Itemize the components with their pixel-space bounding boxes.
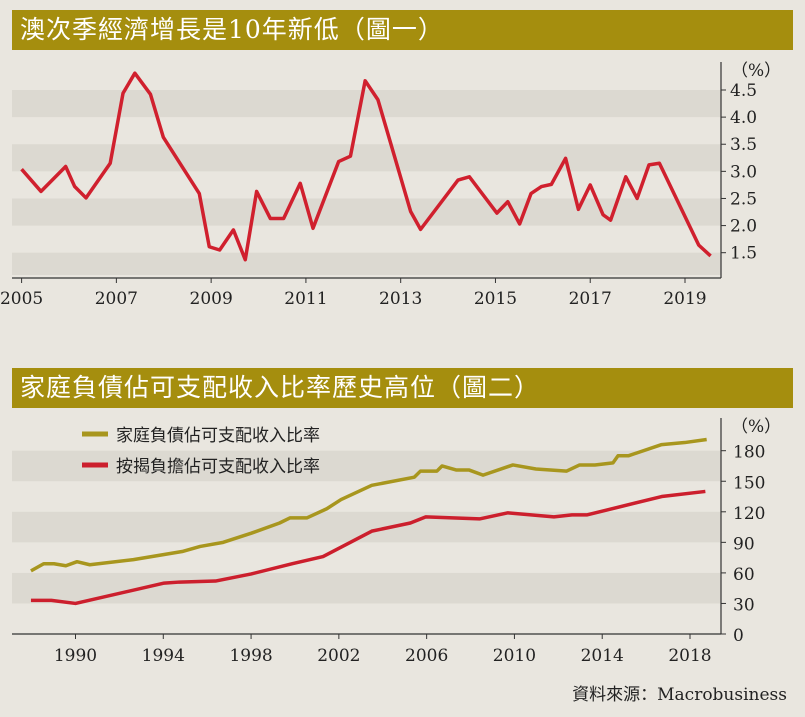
y-tick-label: 30 [733, 595, 755, 615]
x-tick-label: 2009 [190, 289, 233, 309]
x-tick-label: 1994 [142, 646, 185, 666]
y-tick-label: 3.0 [730, 162, 757, 182]
y-tick-label: 3.5 [730, 135, 757, 155]
y-tick-label: 2.0 [730, 217, 757, 237]
x-tick-label: 2005 [0, 289, 43, 309]
legend-label-1: 家庭負債佔可支配收入比率 [116, 426, 320, 446]
y-tick-label: 90 [733, 534, 755, 554]
chart1-gdp-growth: 1.5 2.0 2.5 3.0 3.5 4.0 4.5（%） 2005 2007 2009 2011… [0, 61, 781, 309]
gdp-growth-line [20, 71, 712, 262]
x-tick-label: 2014 [581, 646, 624, 666]
y-tick-label: 2.5 [730, 189, 757, 209]
x-tick-label: 2002 [317, 646, 360, 666]
grid-band [12, 511, 721, 543]
y-tick-label: 4.5 [730, 81, 757, 101]
chart1-title: 澳次季經濟增長是10年新低（圖一） [12, 10, 793, 50]
y-tick-label: 1.5 [730, 244, 757, 264]
source-note: 資料來源：Macrobusiness [572, 685, 787, 705]
x-tick-label: 2019 [663, 289, 706, 309]
y-tick-label: 180 [733, 443, 765, 463]
y-tick-label: 120 [733, 504, 765, 524]
x-tick-label: 2006 [405, 646, 448, 666]
series-line-1 [30, 437, 707, 573]
x-tick-label: 1990 [54, 646, 97, 666]
x-tick-label: 2013 [379, 289, 422, 309]
grid-band [12, 450, 721, 482]
grid-band [12, 144, 721, 172]
x-tick-label: 2015 [474, 289, 517, 309]
x-tick-label: 2011 [284, 289, 327, 309]
x-tick-label: 2010 [493, 646, 536, 666]
y-tick-label: 0 [733, 626, 744, 646]
y-unit-label: （%） [731, 417, 781, 437]
x-tick-label: 2017 [569, 289, 612, 309]
y-tick-label: 60 [733, 565, 755, 585]
grid-band [12, 572, 721, 604]
grid-band [12, 252, 721, 275]
y-tick-label: 150 [733, 473, 765, 493]
x-tick-label: 2007 [95, 289, 138, 309]
y-tick-label: 4.0 [730, 108, 757, 128]
chart2-title: 家庭負債佔可支配收入比率歷史高位（圖二） [12, 368, 793, 408]
series-line-2 [30, 489, 706, 606]
legend-label-2: 按揭負擔佔可支配收入比率 [116, 457, 320, 477]
grid-band [12, 90, 721, 118]
x-tick-label: 2018 [668, 646, 711, 666]
y-unit-label: （%） [731, 61, 781, 81]
chart2-debt-ratio: 0 30 60 90 120 150 180 （%） 1990 1994 1998 2002 2006 2… [12, 417, 781, 666]
x-tick-label: 1998 [229, 646, 272, 666]
